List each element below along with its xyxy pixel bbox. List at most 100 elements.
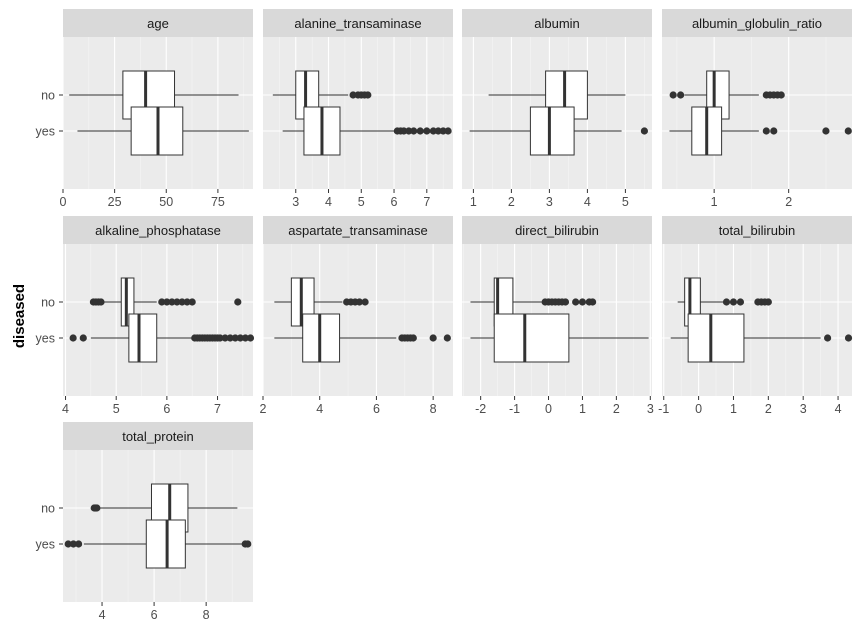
x-tick-label: 4 (584, 195, 591, 209)
iqr-box (529, 106, 575, 156)
outlier-point (216, 334, 224, 342)
x-tick-label: 0 (695, 402, 702, 416)
outlier-point (69, 540, 78, 548)
facet-panel-aspartate-transaminase: aspartate_transaminase 2 4 6 8 (260, 216, 453, 416)
y-tick-label: yes (36, 538, 55, 552)
boxplot-yes (470, 313, 649, 363)
facet-panel-albumin: albumin 1 2 3 4 5 (462, 9, 652, 209)
x-tick-label: 2 (765, 402, 772, 416)
facet-strip-label: albumin (534, 16, 580, 31)
x-tick-label: 6 (373, 402, 380, 416)
x-tick-label: -2 (475, 402, 486, 416)
x-tick-label: 5 (622, 195, 629, 209)
outlier-point (764, 298, 772, 306)
x-tick-label: -1 (509, 402, 520, 416)
boxplot-no (488, 70, 626, 120)
x-tick-label: 8 (430, 402, 437, 416)
iqr-box (128, 313, 158, 363)
facet-strip (662, 9, 852, 37)
outlier-point (762, 127, 770, 135)
x-tick-label: 25 (108, 195, 122, 209)
facet-strip-label: aspartate_transaminase (288, 223, 427, 238)
x-tick-label: 6 (391, 195, 398, 209)
x-tick-label: 0 (60, 195, 67, 209)
outlier-point (364, 91, 372, 99)
x-tick-label: 5 (113, 402, 120, 416)
outlier-point (244, 540, 252, 548)
boxplot-yes (670, 313, 853, 363)
facet-strip (263, 9, 453, 37)
outlier-point (158, 298, 166, 306)
x-tick-label: 7 (423, 195, 430, 209)
facet-strip (462, 216, 652, 244)
x-tick-label: 2 (785, 195, 792, 209)
x-tick-label: 4 (316, 402, 323, 416)
outlier-point (844, 334, 853, 342)
x-tick-label: 4 (62, 402, 69, 416)
outlier-point (410, 127, 418, 135)
x-tick-label: 1 (711, 195, 718, 209)
outlier-point (423, 127, 431, 135)
outlier-point (822, 127, 830, 135)
outlier-point (429, 334, 437, 342)
facet-panel-albumin-globulin-ratio: albumin_globulin_ratio 1 2 (662, 9, 852, 209)
outlier-point (79, 334, 87, 342)
x-tick-label: 3 (546, 195, 553, 209)
iqr-box (493, 313, 570, 363)
iqr-box (687, 313, 745, 363)
outlier-point (75, 540, 83, 548)
outlier-point (168, 298, 176, 306)
outlier-point (234, 298, 242, 306)
outlier-point (669, 91, 677, 99)
x-tick-label: 2 (260, 402, 267, 416)
x-tick-label: 4 (325, 195, 332, 209)
facet-panel-total-protein: total_protein 4 6 8 no yes (36, 422, 253, 622)
outlier-point (444, 127, 452, 135)
outlier-point (188, 298, 196, 306)
x-tick-label: 2 (508, 195, 515, 209)
facet-strip (63, 9, 253, 37)
facet-strip (662, 216, 852, 244)
outlier-point (677, 91, 685, 99)
facet-strip-label: total_protein (122, 429, 194, 444)
outlier-point (589, 298, 597, 306)
x-tick-label: 1 (730, 402, 737, 416)
outlier-point (226, 334, 234, 342)
y-axis-title: diseased (11, 284, 28, 348)
x-tick-label: 75 (211, 195, 225, 209)
x-tick-label: 1 (579, 402, 586, 416)
facet-panel-age: age 0 25 50 75 no yes (36, 9, 253, 209)
x-tick-label: 3 (647, 402, 654, 416)
y-tick-label: no (41, 89, 55, 103)
panel-background (263, 37, 453, 189)
outlier-point (236, 334, 244, 342)
x-tick-label: 0 (545, 402, 552, 416)
outlier-point (163, 298, 171, 306)
panel-background (662, 37, 852, 189)
y-tick-label: no (41, 502, 55, 516)
outlier-point (844, 127, 852, 135)
x-tick-label: 6 (163, 402, 170, 416)
y-tick-label: yes (36, 125, 55, 139)
facet-strip-label: alanine_transaminase (294, 16, 421, 31)
outlier-point (221, 334, 229, 342)
x-tick-label: 4 (99, 608, 106, 622)
x-tick-label: 50 (159, 195, 173, 209)
facet-strip-label: albumin_globulin_ratio (692, 16, 822, 31)
boxplot-yes (77, 106, 249, 156)
panel-background (63, 244, 253, 396)
x-tick-label: 1 (470, 195, 477, 209)
x-tick-label: -1 (658, 402, 669, 416)
facet-strip (462, 9, 652, 37)
facet-panel-alanine-transaminase: alanine_transaminase 3 4 5 6 7 (263, 9, 453, 209)
x-tick-label: 5 (358, 195, 365, 209)
x-tick-label: 4 (835, 402, 842, 416)
y-tick-label: no (41, 296, 55, 310)
outlier-point (729, 298, 738, 306)
x-tick-label: 7 (214, 402, 221, 416)
facet-panel-direct-bilirubin: direct_bilirubin -2 -1 0 1 2 3 (462, 216, 654, 416)
facet-strip-label: total_bilirubin (719, 223, 796, 238)
outlier-point (178, 298, 186, 306)
facet-panel-alkaline-phosphatase: alkaline_phosphatase 4 5 6 7 no yes (36, 216, 255, 416)
